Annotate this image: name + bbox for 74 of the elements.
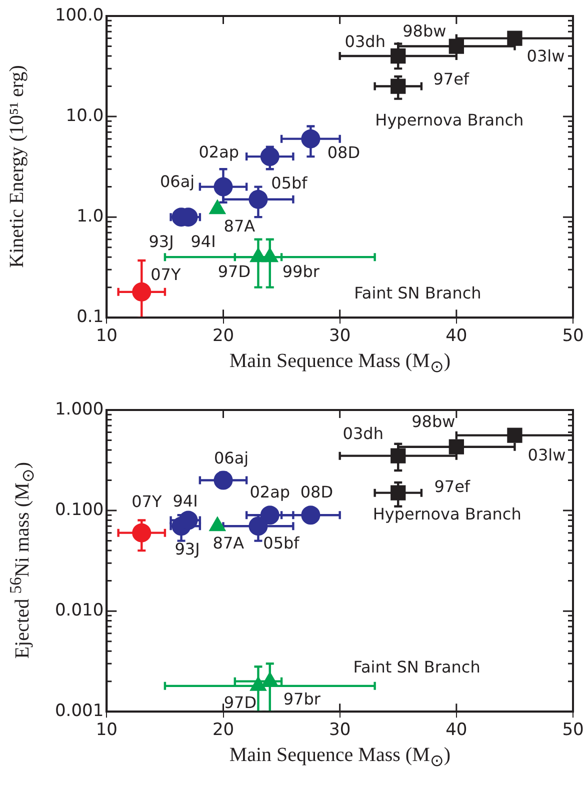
y-tick-label: 0.100 <box>54 500 104 520</box>
point <box>262 672 278 686</box>
y-tick-label: 0.001 <box>54 701 104 722</box>
point <box>507 428 522 443</box>
y-tick-label: 1.0 <box>76 206 104 226</box>
annotation: Hypernova Branch <box>375 110 524 130</box>
annotation: 05bf <box>271 174 308 193</box>
annotation: 02ap <box>198 142 240 162</box>
annotation: 98bw <box>402 21 446 40</box>
annotation: 06aj <box>160 172 195 191</box>
annotation: 87A <box>212 533 244 552</box>
annotation: 07Y <box>132 492 162 511</box>
x-axis-title: Main Sequence Mass (M$_{⊙}$) <box>229 744 451 771</box>
x-tick-label: 10 <box>96 326 118 346</box>
y-axis-title: Kinetic Energy (10⁵¹ erg) <box>6 65 29 268</box>
point <box>390 48 406 64</box>
point <box>507 30 522 46</box>
annotation: 08D <box>327 142 360 162</box>
point <box>390 78 406 94</box>
x-tick-label: 30 <box>329 720 351 740</box>
annotation: 03lw <box>526 46 565 66</box>
y-tick-label: 0.1 <box>76 307 104 328</box>
annotation: 99br <box>282 262 320 282</box>
point <box>214 177 233 196</box>
x-tick-label: 10 <box>96 720 118 740</box>
annotation: 07Y <box>150 265 181 284</box>
annotation: 98bw <box>412 412 456 432</box>
annotation: 08D <box>300 482 334 502</box>
point <box>214 470 233 490</box>
x-tick-label: 20 <box>212 720 234 740</box>
point <box>178 510 198 530</box>
annotation: 97D <box>218 262 251 282</box>
point <box>260 506 280 525</box>
point <box>301 506 320 525</box>
y-tick-label: 100.0 <box>54 5 104 26</box>
annotation: Faint SN Branch <box>354 284 482 303</box>
annotation: 93J <box>148 232 174 252</box>
annotation: Faint SN Branch <box>353 657 480 676</box>
annotation: 93J <box>174 539 200 558</box>
x-tick-label: 50 <box>562 326 584 346</box>
annotation: 97D <box>224 693 257 712</box>
x-tick-label: 40 <box>446 720 468 740</box>
y-tick-label: 10.0 <box>66 106 104 126</box>
annotation: 97br <box>283 689 321 708</box>
annotation: 03dh <box>344 32 386 52</box>
annotation: 05bf <box>263 533 300 552</box>
annotation: 02ap <box>250 482 290 502</box>
point <box>448 439 464 454</box>
x-axis-title: Main Sequence Mass (M$_{⊙}$) <box>229 350 451 377</box>
annotation: 06aj <box>214 448 249 468</box>
point <box>250 676 267 691</box>
x-tick-label: 30 <box>329 326 351 346</box>
annotation: 94I <box>172 491 198 510</box>
annotation: 97ef <box>433 69 470 88</box>
point <box>260 147 280 166</box>
point <box>248 190 268 209</box>
point <box>301 129 320 148</box>
annotation: 94I <box>190 232 216 252</box>
point <box>132 282 152 302</box>
point <box>448 38 464 54</box>
x-tick-label: 20 <box>212 326 234 346</box>
point <box>390 485 406 500</box>
point <box>390 448 406 464</box>
x-tick-label: 50 <box>562 720 584 740</box>
point <box>248 516 268 536</box>
y-tick-label: 0.010 <box>54 600 104 620</box>
x-tick-label: 40 <box>446 326 468 346</box>
annotation: Hypernova Branch <box>372 504 522 524</box>
annotation: 87A <box>224 216 256 236</box>
annotation: 03lw <box>528 445 566 464</box>
y-tick-label: 1.000 <box>54 399 104 420</box>
annotation: 97ef <box>434 476 470 496</box>
point <box>132 523 152 542</box>
annotation: 03dh <box>342 424 384 443</box>
